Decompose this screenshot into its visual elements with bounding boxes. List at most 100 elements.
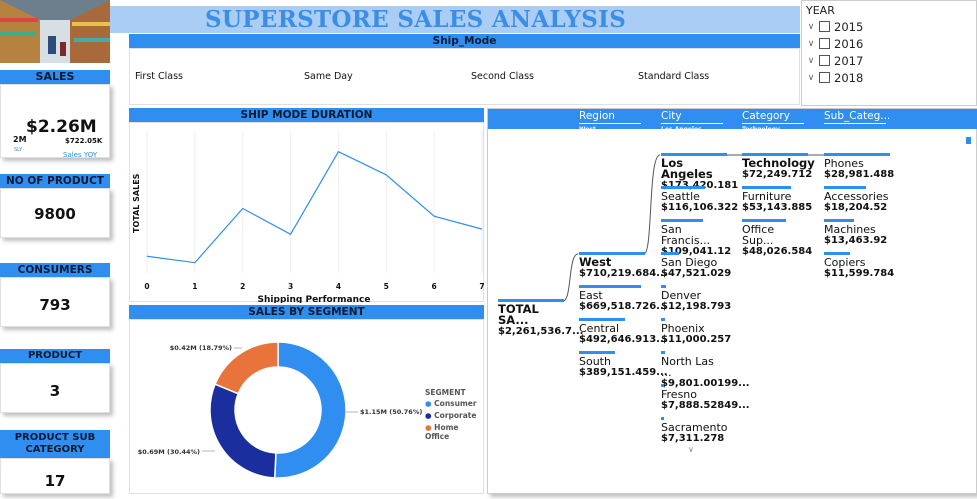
tree-node-value: $11,599.784 [824,268,895,279]
segment-legend-title: SEGMENT [425,388,466,397]
tree-node-root[interactable]: TOTAL SA... $2,261,536.7... [498,299,583,337]
tree-node[interactable]: Fresno $7,888.52849... [661,384,750,411]
tree-header-city[interactable]: City Los Angeles [661,110,723,133]
tree-node-value: $11,000.257 [661,334,732,345]
x-tick-label: 5 [384,282,389,291]
slice-home-office[interactable] [214,341,279,395]
tree-node-bar [661,285,666,288]
series-line [146,150,483,264]
ship-mode-option-first-class[interactable]: First Class [135,71,184,82]
tree-node-value: $9,801.00199... [661,378,750,389]
tree-node[interactable]: Phones $28,981.488 [824,153,895,180]
tree-node-value: $28,981.488 [824,169,895,180]
tree-node-value: $492,646.913... [579,334,668,345]
tree-node[interactable]: Technology $72,249.712 [742,153,815,180]
year-options: ∨ 2015 ∨ 2016 ∨ 2017 ∨ 2018 [802,18,976,86]
year-option-2015[interactable]: ∨ 2015 [805,18,976,35]
tree-node-bar [661,186,706,189]
tree-node-bar [742,219,786,222]
sales-value: $2.26M [26,117,97,137]
sales-card: $2.26M 2M SLY $722.05K Sales YOY [0,84,110,159]
chevron-down-icon: ∨ [807,38,815,49]
year-option-2017[interactable]: ∨ 2017 [805,52,976,69]
x-tick-label: 2 [240,282,245,291]
ship-mode-option-same-day[interactable]: Same Day [304,71,353,82]
consumers-value: 793 [39,296,71,314]
slice-corporate[interactable] [209,383,277,479]
tree-node-bar [824,219,855,222]
tree-node-bar [742,186,791,189]
segment-donut-chart: $1.15M (50.76%) $0.69M (30.44%) $0.42M (18… [138,341,422,479]
tree-node-label: Phoenix [661,322,705,335]
tree-node-bar [661,252,679,255]
tree-node[interactable]: Office Sup... $48,026.584 [742,219,812,257]
slice-data-label: $0.42M (18.79%) [170,344,232,352]
tree-node[interactable]: East $669,518.726... [579,285,668,312]
tree-node[interactable]: Accessories $18,204.52 [824,186,890,213]
tree-node[interactable]: West $710,219.684... [579,252,668,279]
ship-mode-slicer: First Class Same Day Second Class Standa… [129,48,800,105]
consumers-card-header: CONSUMERS [0,263,110,277]
sales-secondary: $722.05K [65,137,103,145]
slice-data-label: $0.69M (30.44%) [138,448,200,456]
home-office-dot-icon: ● [425,423,432,432]
ship-mode-option-standard-class[interactable]: Standard Class [638,71,710,82]
tree-connectors [562,154,824,302]
tree-node-value: $173,420.181 [661,180,738,191]
tree-node[interactable]: Phoenix $11,000.257 [661,318,732,345]
tree-node-label: San Francis... [661,223,711,247]
tree-node-label: Central [579,322,620,335]
category-value: 3 [49,382,61,400]
tree-node[interactable]: Seattle $116,106.322 [661,186,739,213]
checkbox[interactable] [819,38,830,49]
tree-header-region[interactable]: Region West [579,110,641,133]
x-tick-label: 6 [432,282,437,291]
legend-consumer[interactable]: ● Consumer [425,399,477,408]
tree-node-value: $12,198.793 [661,301,732,312]
tree-node[interactable]: San Francis... $109,041.12 [661,219,731,257]
ship-mode-option-second-class[interactable]: Second Class [471,71,534,82]
x-tick-label: 0 [144,282,149,291]
tree-node[interactable]: North Las ... $9,801.00199... [661,351,750,389]
tree-node-value: $116,106.322 [661,202,739,213]
checkbox[interactable] [819,72,830,83]
page-title: SUPERSTORE SALES ANALYSIS [205,6,627,33]
checkbox[interactable] [819,21,830,32]
ship-mode-header: Ship_Mode [129,34,800,48]
tree-header-subcategory[interactable]: Sub_Categ... [824,110,891,124]
tree-node[interactable]: South $389,151.459... [579,351,668,378]
tree-header-category[interactable]: Category Technology [742,110,804,133]
tree-node-bar [661,318,665,321]
tree-node[interactable]: Central $492,646.913... [579,318,668,345]
slice-consumer[interactable] [273,341,347,479]
tree-node[interactable]: Furniture $53,143.885 [742,186,812,213]
sales-secondary-label: Sales YOY [63,151,98,159]
tree-node[interactable]: Machines $13,463.92 [824,219,890,246]
legend-corporate[interactable]: ● Corporate [425,411,477,420]
store-image [0,0,110,63]
category-card-header: PRODUCT CATEGORY [0,349,110,375]
tree-node[interactable]: San Diego $47,521.029 [661,252,732,279]
tree-node[interactable]: Sacramento $7,311.278 [661,417,728,444]
tree-node[interactable]: Copiers $11,599.784 [824,252,895,279]
tree-node[interactable]: Los Angeles$173,420.181 [661,153,738,191]
decomposition-tree-panel: Region West City Los Angeles Category Te… [487,108,977,494]
scroll-more-icon[interactable]: ∨ [688,445,694,454]
tree-node-label: Furniture [742,190,792,203]
checkbox[interactable] [819,55,830,66]
x-tick-label: 1 [192,282,197,291]
subcategory-value: 17 [44,472,66,490]
subcategory-card: 17 [0,458,110,494]
slice-data-label: $1.15M (50.76%) [360,408,422,416]
tree-node-value: $18,204.52 [824,202,888,213]
tree-node-value: $47,521.029 [661,268,732,279]
tree-node-bar [498,299,564,302]
sales-card-header: SALES [0,70,110,84]
year-option-2016[interactable]: ∨ 2016 [805,35,976,52]
x-tick-label: 7 [479,282,484,291]
y-axis-label: TOTAL SALES [132,173,141,233]
consumers-card: 793 [0,277,110,327]
year-option-2018[interactable]: ∨ 2018 [805,69,976,86]
legend-home-office[interactable]: ● Home Office [425,423,459,441]
tree-node[interactable]: Denver $12,198.793 [661,285,732,312]
